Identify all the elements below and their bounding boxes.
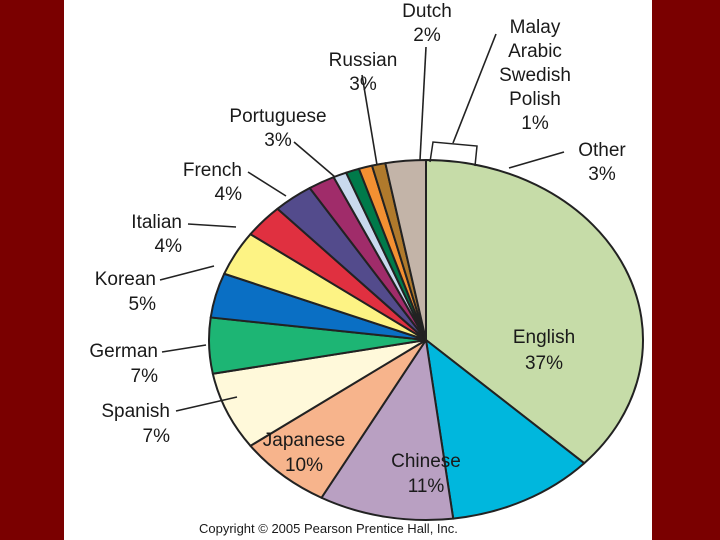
- slice-label-line: Polish: [509, 89, 561, 110]
- slice-label-line: 4%: [215, 184, 243, 205]
- leader-line-dutch: [419, 46, 427, 161]
- leader-line-german: [161, 344, 207, 353]
- slice-label-other: Other 3%: [578, 140, 626, 185]
- slice-label-chinese: Chinese 11%: [391, 451, 461, 497]
- slice-label-line: 10%: [285, 455, 323, 476]
- pie-slices: [208, 159, 644, 521]
- pie-slice-japanese: [320, 339, 455, 521]
- pie-slice-other: [384, 159, 427, 341]
- slice-label-line: 5%: [129, 294, 157, 315]
- slice-label-line: Arabic: [508, 41, 562, 62]
- slice-label-line: Swedish: [499, 65, 571, 86]
- slice-label-line: Italian: [131, 212, 182, 233]
- slice-label-line: 11%: [408, 476, 445, 497]
- slice-label-line: Korean: [95, 269, 156, 290]
- slice-label-italian: Italian 4%: [131, 212, 182, 257]
- slice-label-line: 2%: [413, 25, 441, 46]
- slice-label-line: English: [513, 327, 575, 348]
- leader-line-korean: [159, 265, 215, 281]
- slice-label-line: 7%: [143, 426, 171, 447]
- copyright-text: Copyright © 2005 Pearson Prentice Hall, …: [199, 521, 458, 536]
- slice-label-dutch: Dutch 2%: [402, 1, 452, 46]
- leader-line-italian: [187, 223, 237, 228]
- leader-line-portuguese: [293, 141, 336, 178]
- slice-label-line: 3%: [264, 130, 292, 151]
- leader-line-russian: [361, 74, 378, 166]
- slice-label-french: French 4%: [183, 160, 242, 205]
- slice-label-portuguese: Portuguese 3%: [229, 106, 326, 151]
- slice-label-spanish: Spanish 7%: [101, 401, 170, 447]
- slice-label-russian: Russian 3%: [329, 50, 398, 95]
- slice-label-line: Portuguese: [229, 106, 326, 127]
- leader-line-french: [247, 171, 287, 197]
- slice-label-group: Malay Arabic Swedish Polish 1%: [499, 17, 571, 134]
- slice-labels: English 37% Chinese 11% Japanese 10% Spanish 7%…: [89, 1, 626, 497]
- slice-label-line: Spanish: [101, 401, 170, 422]
- slice-label-german: German 7%: [89, 341, 158, 387]
- slice-label-line: Dutch: [402, 1, 452, 22]
- pie-slice-chinese: [425, 339, 586, 520]
- slice-label-korean: Korean 5%: [95, 269, 156, 315]
- slice-label-line: Russian: [329, 50, 398, 71]
- pie-chart: English 37% Chinese 11% Japanese 10% Spanish 7%…: [89, 1, 644, 536]
- pie-slice-english: [425, 159, 644, 465]
- slice-label-line: French: [183, 160, 242, 181]
- slice-label-line: 1%: [521, 113, 549, 134]
- slide-panel: English 37% Chinese 11% Japanese 10% Spanish 7%…: [64, 0, 652, 540]
- slice-label-line: 37%: [525, 353, 563, 374]
- slice-label-japanese: Japanese 10%: [263, 430, 345, 476]
- slice-label-english: English 37%: [513, 327, 575, 374]
- leader-lines: [159, 33, 565, 412]
- slice-label-line: 7%: [131, 366, 159, 387]
- leader-line-group: [452, 33, 497, 144]
- slice-label-line: 3%: [349, 74, 377, 95]
- slice-label-line: Malay: [510, 17, 561, 38]
- slice-label-line: 4%: [155, 236, 183, 257]
- slice-label-line: 3%: [588, 164, 616, 185]
- leader-line-spanish: [175, 396, 238, 412]
- slice-label-line: Other: [578, 140, 626, 161]
- slice-label-line: Japanese: [263, 430, 345, 451]
- leader-line-other: [508, 151, 565, 169]
- slice-label-line: German: [89, 341, 158, 362]
- group-bracket: [429, 141, 478, 167]
- slice-label-line: Chinese: [391, 451, 461, 472]
